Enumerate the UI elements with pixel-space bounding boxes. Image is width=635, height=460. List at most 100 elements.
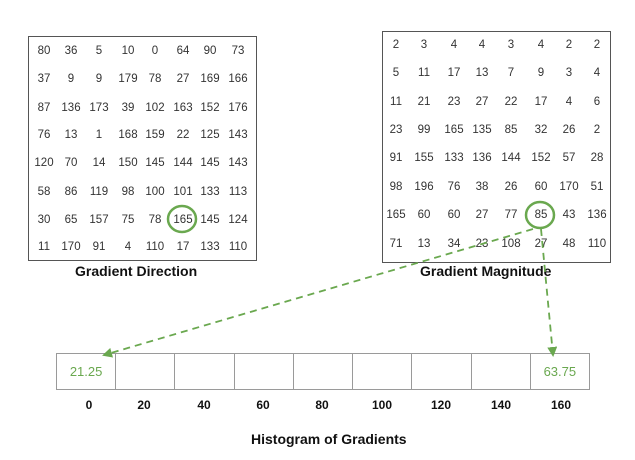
grid-cell: 144 (173, 157, 193, 169)
grid-cell: 23 (389, 124, 403, 136)
grid-cell: 4 (593, 67, 601, 79)
grid-cell: 70 (64, 157, 78, 169)
grid-cell: 169 (200, 73, 220, 85)
grid-cell: 136 (61, 102, 81, 114)
grid-cell: 21 (417, 96, 431, 108)
grid-cell: 98 (121, 186, 135, 198)
grid-cell: 196 (414, 181, 434, 193)
grid-cell: 2 (593, 124, 601, 136)
grid-cell: 26 (562, 124, 576, 136)
grid-cell: 120 (34, 157, 54, 169)
histogram-bin (353, 354, 413, 389)
grid-cell: 98 (389, 181, 403, 193)
grid-cell: 4 (450, 39, 458, 51)
grid-cell: 17 (534, 96, 548, 108)
grid-cell: 86 (64, 186, 78, 198)
histogram-bin (235, 354, 294, 389)
grid-cell: 173 (89, 102, 109, 114)
histogram-bin-label: 140 (490, 398, 512, 412)
gradient-magnitude-title: Gradient Magnitude (420, 263, 552, 279)
histogram-bin-label: 60 (256, 398, 270, 412)
grid-cell: 78 (148, 73, 162, 85)
grid-cell: 51 (590, 181, 604, 193)
grid-cell: 9 (67, 73, 75, 85)
grid-cell: 143 (228, 157, 248, 169)
grid-cell: 113 (228, 186, 248, 198)
grid-cell: 87 (37, 102, 51, 114)
grid-cell: 152 (531, 152, 551, 164)
gradient-direction-title: Gradient Direction (75, 263, 198, 279)
grid-cell: 144 (501, 152, 521, 164)
histogram-bin (116, 354, 176, 389)
grid-cell: 145 (145, 157, 165, 169)
grid-cell: 155 (414, 152, 434, 164)
grid-cell: 136 (587, 209, 607, 221)
gradient-direction-grid: 80 36 5 10 0 64 90 73 37 9 9 179 78 27 169 166 87 136 173 3… (28, 36, 257, 261)
grid-cell: 168 (118, 129, 138, 141)
grid-cell: 39 (121, 102, 135, 114)
grid-cell: 2 (593, 39, 601, 51)
grid-cell: 159 (145, 129, 165, 141)
grid-cell: 73 (231, 45, 245, 57)
grid-cell: 60 (447, 209, 461, 221)
histogram-bin-label: 20 (137, 398, 151, 412)
grid-cell: 58 (37, 186, 51, 198)
grid-cell: 135 (472, 124, 492, 136)
grid-cell: 23 (475, 238, 489, 250)
grid-cell: 101 (173, 186, 193, 198)
grid-cell: 71 (389, 238, 403, 250)
histogram-bin (472, 354, 531, 389)
grid-cell: 0 (151, 45, 159, 57)
grid-cell: 157 (89, 214, 109, 226)
grid-cell: 23 (447, 96, 461, 108)
grid-cell: 124 (228, 214, 248, 226)
grid-cell: 13 (417, 238, 431, 250)
grid-cell: 11 (390, 96, 402, 108)
grid-cell: 136 (472, 152, 492, 164)
grid-cell: 60 (534, 181, 548, 193)
gradient-magnitude-grid: 2 3 4 4 3 4 2 2 5 11 17 13 7 9 3 4 11 21 23 27 22 17 4 6 23 99 165… (382, 31, 611, 263)
grid-cell: 22 (504, 96, 518, 108)
grid-cell: 78 (148, 214, 162, 226)
grid-cell: 179 (118, 73, 138, 85)
grid-cell: 22 (176, 129, 190, 141)
grid-cell: 17 (176, 241, 190, 253)
grid-cell: 11 (418, 67, 430, 79)
grid-cell: 4 (565, 96, 573, 108)
grid-cell: 4 (124, 241, 132, 253)
grid-cell: 133 (200, 186, 220, 198)
grid-cell: 76 (447, 181, 461, 193)
grid-cell: 110 (145, 241, 165, 253)
grid-cell: 4 (478, 39, 486, 51)
grid-cell: 165 (444, 124, 464, 136)
grid-cell: 75 (121, 214, 135, 226)
grid-cell: 26 (504, 181, 518, 193)
grid-cell: 165 (386, 209, 406, 221)
grid-cell: 80 (37, 45, 51, 57)
grid-cell: 100 (145, 186, 165, 198)
grid-cell: 11 (38, 241, 50, 253)
grid-cell: 170 (559, 181, 579, 193)
histogram-bin: 21.25 (57, 354, 117, 389)
grid-cell: 91 (389, 152, 403, 164)
grid-cell: 57 (562, 152, 576, 164)
grid-cell: 163 (173, 102, 193, 114)
grid-cell: 85 (534, 209, 548, 221)
histogram-bin-label: 120 (430, 398, 452, 412)
grid-cell: 143 (228, 129, 248, 141)
grid-cell: 3 (507, 39, 515, 51)
grid-cell: 37 (37, 73, 51, 85)
grid-cell: 27 (475, 96, 489, 108)
grid-cell: 2 (392, 39, 400, 51)
histogram-bin (294, 354, 354, 389)
grid-cell: 3 (565, 67, 573, 79)
grid-cell: 4 (537, 39, 545, 51)
grid-cell: 102 (145, 102, 165, 114)
grid-cell: 99 (417, 124, 431, 136)
histogram-bin-label: 100 (371, 398, 393, 412)
grid-cell: 150 (118, 157, 138, 169)
grid-cell: 6 (593, 96, 601, 108)
histogram-bin-label: 160 (550, 398, 572, 412)
grid-cell: 3 (420, 39, 428, 51)
histogram-title: Histogram of Gradients (251, 431, 407, 447)
